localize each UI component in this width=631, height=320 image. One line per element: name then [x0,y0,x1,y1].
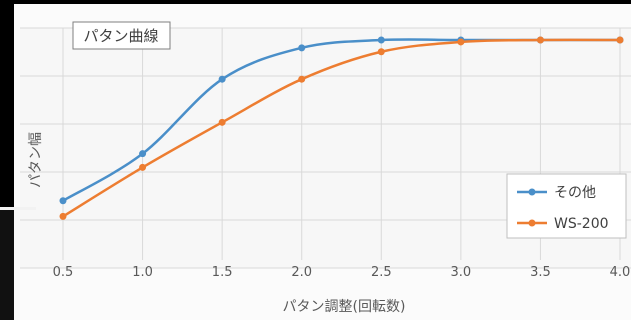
chart-title-box [72,21,171,50]
legend-marker-series-1 [528,188,536,196]
data-point-s1-5 [377,36,385,44]
data-point-s2-1 [59,212,67,220]
data-point-s2-6 [457,38,465,46]
x-tick-label-5: 2.5 [371,265,392,280]
data-point-s1-4 [298,44,306,52]
legend-item-series-2: WS-200 [517,216,609,232]
frame-edge-bar [0,207,36,210]
x-tick-label-3: 1.5 [212,265,233,280]
legend-box [506,173,627,239]
series-line-2 [62,38,621,218]
data-point-s2-2 [139,163,147,171]
x-tick-label-7: 3.5 [530,265,551,280]
x-tick-label-6: 3.0 [451,265,472,280]
x-axis-title: パタン調整(回転数) [283,299,406,315]
legend-label-series-1: その他 [554,185,596,201]
data-point-s2-8 [616,36,624,44]
chart-background [14,4,631,320]
data-point-s1-1 [59,197,67,205]
gridlines [20,27,631,269]
legend-marker-series-2 [528,219,536,227]
data-point-s2-3 [218,118,226,126]
legend-item-series-1: その他 [517,185,596,201]
data-point-s2-5 [377,48,385,56]
y-axis-title: パタン幅 [28,132,44,188]
x-tick-label-1: 0.5 [53,265,74,280]
x-tick-label-4: 2.0 [291,265,312,280]
chart-title: パタン曲線 [83,27,158,45]
x-tick-labels: 0.5 1.0 1.5 2.0 2.5 3.0 3.5 4.0 [53,265,631,280]
x-tick-label-2: 1.0 [132,265,153,280]
data-point-s2-7 [536,36,544,44]
legend-label-series-2: WS-200 [554,216,609,232]
series-layer [59,36,624,220]
data-point-s1-3 [218,75,226,83]
data-point-s2-4 [298,75,306,83]
x-tick-label-8: 4.0 [610,265,631,280]
frame-edge-strip [0,210,14,320]
data-point-s1-2 [139,150,147,158]
